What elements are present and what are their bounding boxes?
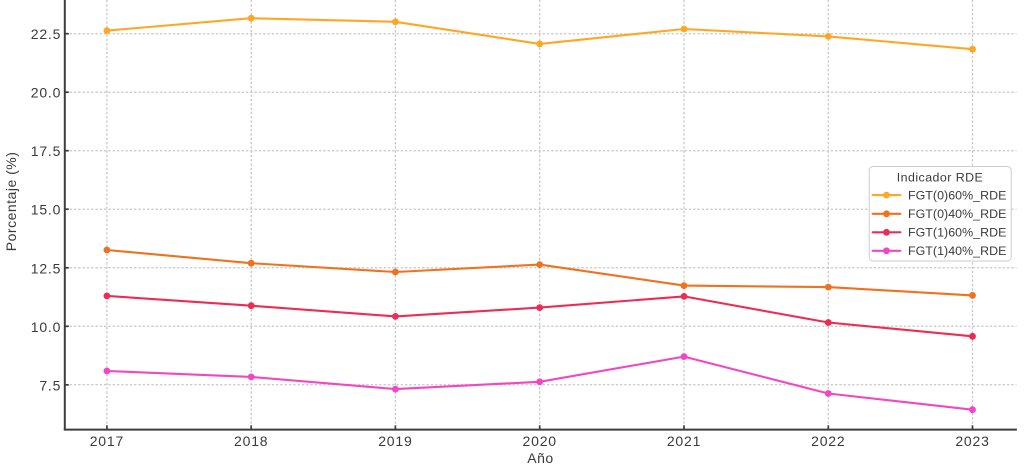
svg-text:2023: 2023 bbox=[955, 433, 989, 449]
svg-text:17.5: 17.5 bbox=[31, 143, 61, 159]
svg-text:12.5: 12.5 bbox=[31, 260, 61, 276]
svg-text:7.5: 7.5 bbox=[39, 377, 61, 393]
svg-text:2018: 2018 bbox=[234, 433, 268, 449]
svg-text:10.0: 10.0 bbox=[31, 319, 61, 335]
svg-text:FGT(1)40%_RDE: FGT(1)40%_RDE bbox=[908, 244, 1006, 258]
svg-text:Porcentaje (%): Porcentaje (%) bbox=[3, 152, 19, 252]
svg-text:22.5: 22.5 bbox=[31, 26, 61, 42]
svg-text:2017: 2017 bbox=[90, 433, 124, 449]
svg-text:20.0: 20.0 bbox=[31, 85, 61, 101]
svg-text:2019: 2019 bbox=[378, 433, 412, 449]
svg-text:2021: 2021 bbox=[667, 433, 701, 449]
svg-text:15.0: 15.0 bbox=[31, 202, 61, 218]
svg-text:2020: 2020 bbox=[523, 433, 557, 449]
svg-text:FGT(0)60%_RDE: FGT(0)60%_RDE bbox=[908, 188, 1006, 202]
svg-text:2022: 2022 bbox=[811, 433, 845, 449]
svg-text:FGT(0)40%_RDE: FGT(0)40%_RDE bbox=[908, 207, 1006, 221]
svg-text:Año: Año bbox=[527, 450, 553, 466]
svg-text:FGT(1)60%_RDE: FGT(1)60%_RDE bbox=[908, 226, 1006, 240]
svg-text:Indicador RDE: Indicador RDE bbox=[897, 170, 983, 184]
